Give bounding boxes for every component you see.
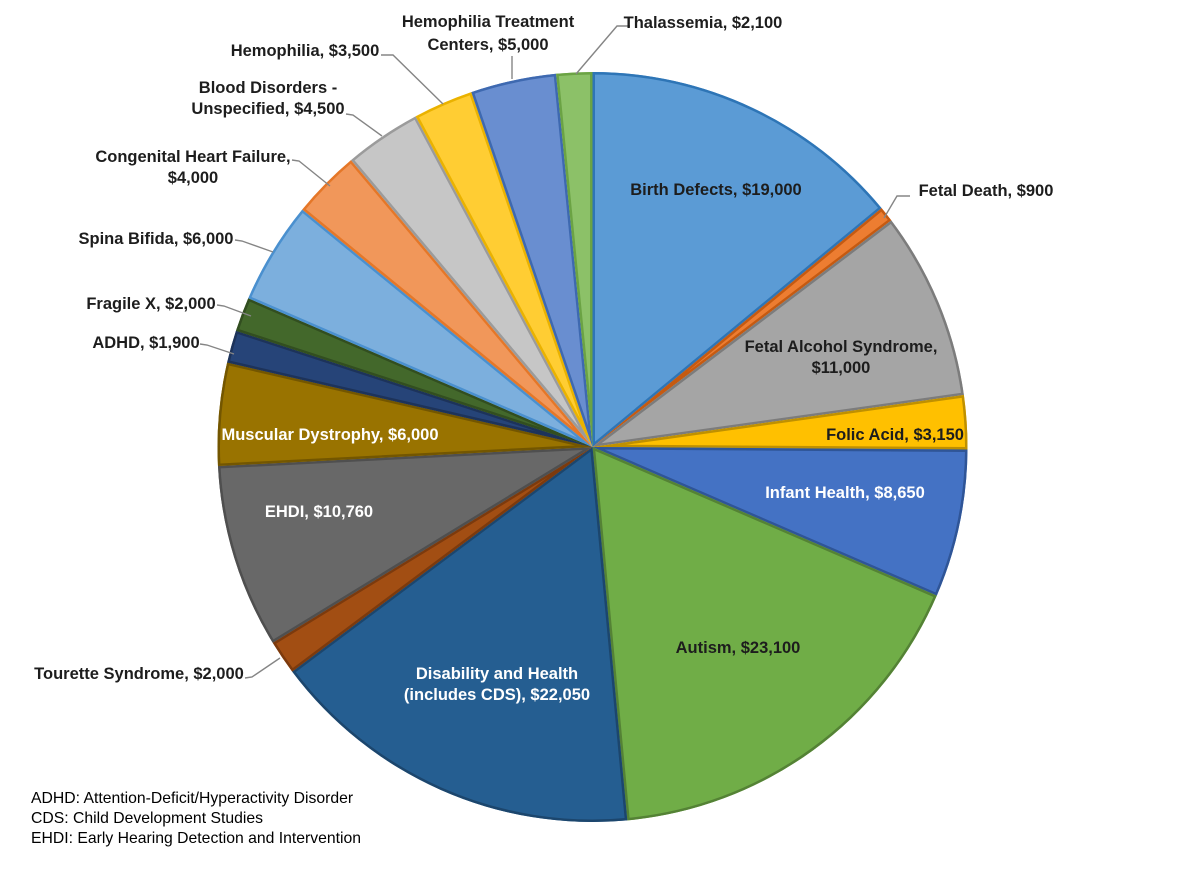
svg-text:(includes CDS), $22,050: (includes CDS), $22,050 — [404, 686, 590, 704]
svg-text:ADHD: Attention-Deficit/Hypera: ADHD: Attention-Deficit/Hyperactivity Di… — [31, 790, 353, 807]
svg-text:EHDI: Early Hearing Detection: EHDI: Early Hearing Detection and Interv… — [31, 830, 361, 847]
svg-text:Fetal Alcohol Syndrome,: Fetal Alcohol Syndrome, — [745, 338, 938, 356]
svg-text:Spina Bifida, $6,000: Spina Bifida, $6,000 — [79, 230, 234, 248]
svg-text:EHDI, $10,760: EHDI, $10,760 — [265, 503, 373, 521]
svg-text:Fragile X, $2,000: Fragile X, $2,000 — [86, 295, 215, 313]
svg-text:Centers, $5,000: Centers, $5,000 — [427, 36, 548, 54]
svg-text:Thalassemia, $2,100: Thalassemia, $2,100 — [624, 14, 783, 32]
svg-text:ADHD, $1,900: ADHD, $1,900 — [92, 334, 199, 352]
svg-text:$4,000: $4,000 — [168, 169, 218, 187]
svg-text:Unspecified, $4,500: Unspecified, $4,500 — [191, 100, 344, 118]
svg-text:Infant Health, $8,650: Infant Health, $8,650 — [765, 484, 925, 502]
svg-text:Hemophilia Treatment: Hemophilia Treatment — [402, 13, 575, 31]
svg-text:Folic Acid, $3,150: Folic Acid, $3,150 — [826, 426, 964, 444]
svg-text:Hemophilia, $3,500: Hemophilia, $3,500 — [231, 42, 380, 60]
svg-text:Disability and Health: Disability and Health — [416, 665, 578, 683]
svg-text:Congenital Heart Failure,: Congenital Heart Failure, — [95, 148, 290, 166]
svg-text:Tourette Syndrome, $2,000: Tourette Syndrome, $2,000 — [34, 665, 244, 683]
svg-text:Birth Defects, $19,000: Birth Defects, $19,000 — [630, 181, 802, 199]
svg-text:$11,000: $11,000 — [812, 359, 871, 377]
svg-text:CDS: Child Development Studies: CDS: Child Development Studies — [31, 810, 263, 827]
svg-text:Muscular Dystrophy, $6,000: Muscular Dystrophy, $6,000 — [221, 426, 438, 444]
svg-text:Autism, $23,100: Autism, $23,100 — [676, 639, 801, 657]
svg-text:Fetal Death, $900: Fetal Death, $900 — [919, 182, 1054, 200]
svg-text:Blood Disorders -: Blood Disorders - — [199, 79, 337, 97]
